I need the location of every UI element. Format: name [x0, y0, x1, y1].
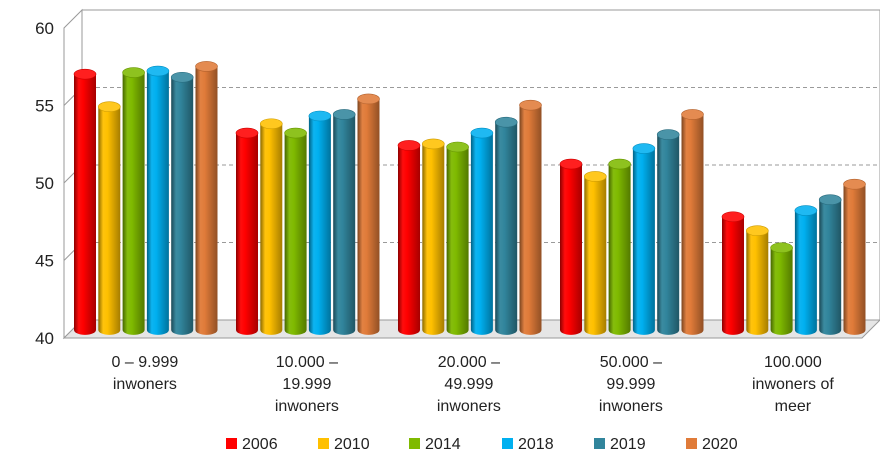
- x-category-label-line: 100.000: [764, 354, 822, 371]
- x-category-label-line: inwoners of: [752, 376, 834, 393]
- legend-label: 2019: [610, 436, 646, 453]
- x-category-label-line: 19.999: [282, 376, 331, 393]
- legend-swatch: [226, 438, 237, 449]
- bar: [122, 67, 145, 335]
- bar: [332, 109, 356, 335]
- x-category-label-line: inwoners: [275, 398, 339, 415]
- legend-item: 2006: [226, 436, 278, 453]
- bar: [843, 178, 866, 335]
- bar: [73, 68, 97, 335]
- legend-item: 2020: [686, 436, 738, 453]
- bar: [770, 242, 793, 335]
- bar: [170, 71, 194, 335]
- legend-swatch: [686, 438, 697, 449]
- bar: [284, 127, 307, 335]
- legend-item: 2018: [502, 436, 554, 453]
- bar: [397, 140, 421, 335]
- bar: [494, 116, 518, 335]
- bar: [721, 211, 745, 335]
- legend-label: 2014: [425, 436, 461, 453]
- bar: [308, 110, 332, 335]
- y-axis: 40 45 50 55 60: [35, 19, 54, 348]
- legend-label: 2020: [702, 436, 738, 453]
- x-category-label-line: 0 – 9.999: [112, 354, 179, 371]
- x-category-label: 20.000 – 49.999 inwoners: [437, 354, 501, 415]
- x-category-label-line: inwoners: [437, 398, 501, 415]
- x-category-label: 10.000 – 19.999 inwoners: [275, 354, 339, 415]
- x-category-label-line: meer: [775, 398, 812, 415]
- x-category-label-line: 99.999: [606, 376, 655, 393]
- bar: [519, 99, 542, 335]
- x-category-label: 50.000 – 99.999 inwoners: [599, 354, 663, 415]
- bar: [357, 93, 380, 335]
- legend-swatch: [318, 438, 329, 449]
- bar: [583, 171, 607, 335]
- y-tick-label: 60: [35, 19, 54, 38]
- bar: [470, 127, 494, 335]
- bar: [818, 194, 842, 335]
- x-category-label-line: 10.000 –: [276, 354, 338, 371]
- bar: [259, 118, 283, 335]
- x-category-label-line: 20.000 –: [438, 354, 500, 371]
- bar: [681, 109, 704, 335]
- bar: [656, 129, 680, 335]
- bar: [235, 127, 259, 335]
- x-category-label-line: 49.999: [444, 376, 493, 393]
- bar: [446, 141, 469, 335]
- legend-label: 2006: [242, 436, 278, 453]
- bar: [632, 143, 656, 335]
- bar: [195, 61, 218, 335]
- y-tick-label: 50: [35, 174, 54, 193]
- x-category-label-line: inwoners: [599, 398, 663, 415]
- bar: [146, 65, 170, 335]
- bar: [608, 158, 631, 335]
- legend-label: 2010: [334, 436, 370, 453]
- legend-item: 2019: [594, 436, 646, 453]
- legend: 2006 2010 2014 2018 2019 2020: [226, 436, 738, 453]
- bar: [745, 225, 769, 335]
- bar: [794, 205, 818, 335]
- bar: [421, 138, 445, 335]
- x-category-label: 100.000 inwoners of meer: [752, 354, 834, 415]
- legend-swatch: [409, 438, 420, 449]
- y-tick-label: 45: [35, 252, 54, 271]
- legend-swatch: [502, 438, 513, 449]
- x-category-label-line: 50.000 –: [600, 354, 662, 371]
- x-category-label: 0 – 9.999 inwoners: [112, 354, 179, 393]
- y-tick-label: 40: [35, 329, 54, 348]
- legend-item: 2010: [318, 436, 370, 453]
- legend-swatch: [594, 438, 605, 449]
- legend-item: 2014: [409, 436, 461, 453]
- bar: [559, 158, 583, 335]
- bar: [98, 101, 121, 335]
- bars: [73, 61, 866, 335]
- y-tick-label: 55: [35, 97, 54, 116]
- legend-label: 2018: [518, 436, 554, 453]
- x-category-label-line: inwoners: [113, 376, 177, 393]
